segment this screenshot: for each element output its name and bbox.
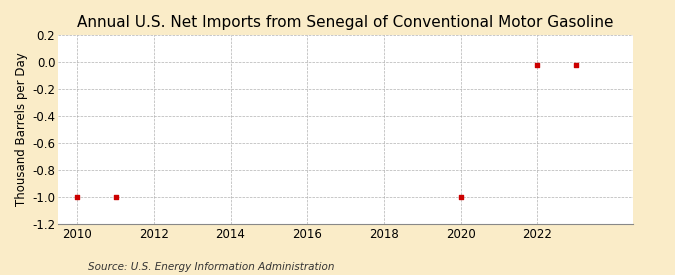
- Y-axis label: Thousand Barrels per Day: Thousand Barrels per Day: [15, 53, 28, 206]
- Point: [532, 63, 543, 67]
- Point: [72, 194, 82, 199]
- Point: [455, 194, 466, 199]
- Point: [570, 63, 581, 67]
- Title: Annual U.S. Net Imports from Senegal of Conventional Motor Gasoline: Annual U.S. Net Imports from Senegal of …: [77, 15, 614, 30]
- Text: Source: U.S. Energy Information Administration: Source: U.S. Energy Information Administ…: [88, 262, 334, 272]
- Point: [110, 194, 121, 199]
